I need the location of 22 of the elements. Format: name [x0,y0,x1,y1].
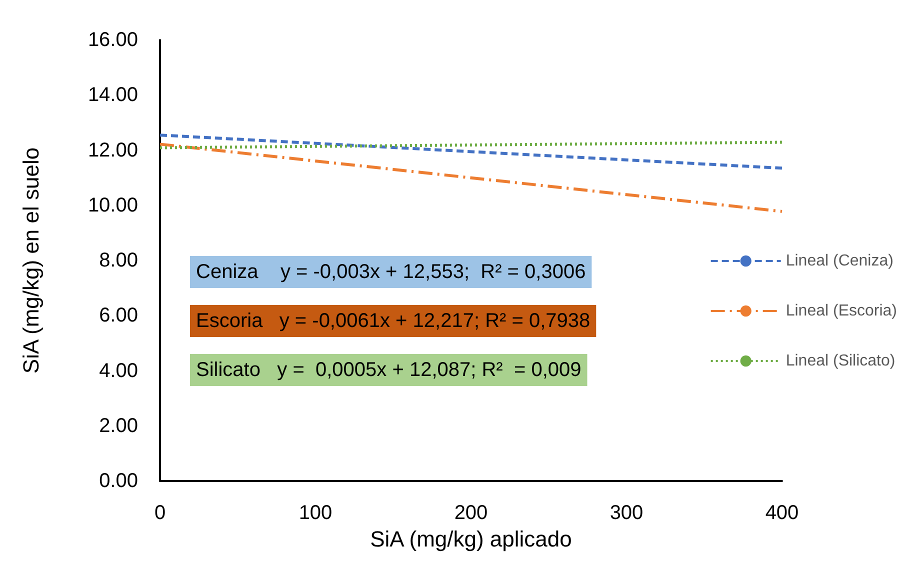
annotation: Ceniza y = -0,003x + 12,553; R² = 0,3006 [196,261,586,283]
x-tick-label: 100 [298,502,332,524]
y-tick-label: 14.00 [88,84,138,106]
y-tick-label: 6.00 [99,304,138,327]
y-tick-label: 10.00 [88,194,138,216]
legend-label: Lineal (Escoria) [786,302,897,320]
y-tick-label: 2.00 [99,414,138,437]
y-tick-label: 12.00 [88,139,138,162]
y-tick-label: 8.00 [99,250,138,272]
x-tick-label: 0 [154,502,166,524]
y-tick-label: 4.00 [99,360,138,382]
x-tick-label: 400 [765,502,799,524]
x-axis-title: SiA (mg/kg) aplicado [370,526,572,552]
y-axis-title: SiA (mg/kg) en el suelo [18,147,44,374]
y-tick-label: 16.00 [88,29,138,51]
legend-label: Lineal (Silicato) [786,352,896,370]
x-tick-label: 300 [610,502,644,524]
x-tick-label: 200 [454,502,488,524]
annotation: Silicato y = 0,0005x + 12,087; R² = 0,009 [196,359,582,381]
legend-label: Lineal (Ceniza) [786,252,894,270]
y-tick-label: 0.00 [99,470,138,492]
annotation: Escoria y = -0,0061x + 12,217; R² = 0,7938 [196,310,590,332]
